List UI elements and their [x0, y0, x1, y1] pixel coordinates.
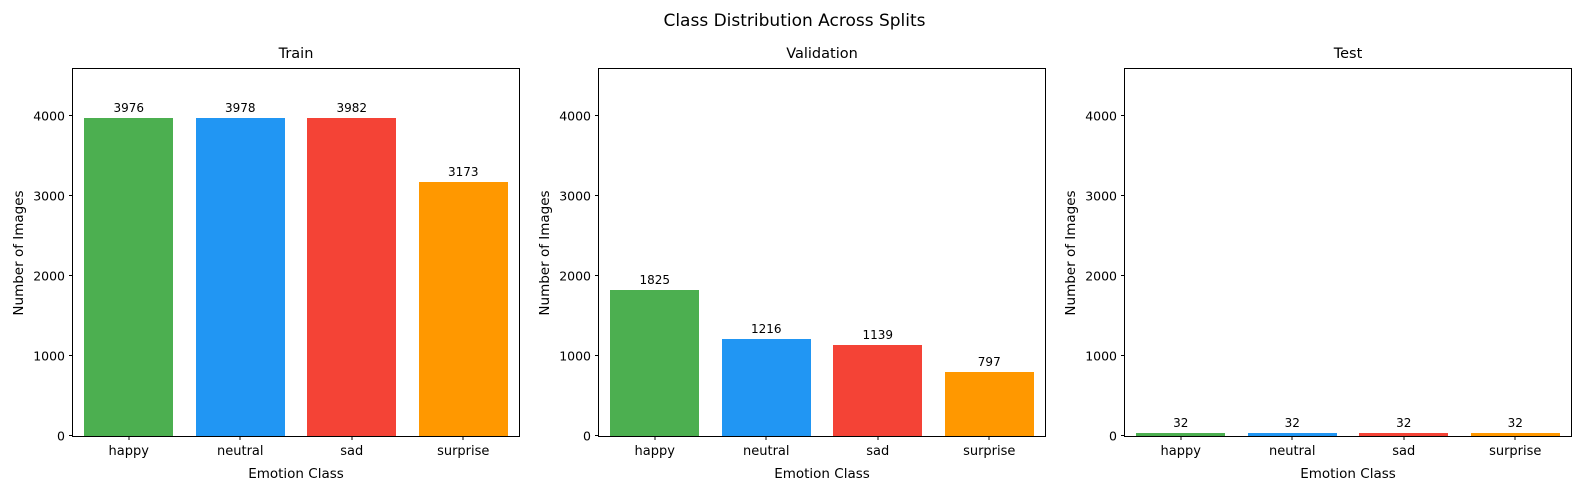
y-tick-label: 1000 [33, 347, 65, 363]
train-subplot-title: Train [278, 46, 314, 62]
bar-happy [84, 118, 174, 436]
bar-value-label: 32 [1284, 416, 1300, 431]
validation-plot-area: Validation Number of Images Emotion Clas… [537, 46, 1046, 482]
x-tick-label: happy [1160, 444, 1201, 459]
x-tick-label: happy [108, 444, 149, 459]
test-y-axis-label: Number of Images [1063, 189, 1079, 316]
bar-value-label: 1216 [750, 321, 782, 336]
x-tick-mark [351, 436, 353, 440]
validation-subplot-title: Validation [786, 46, 858, 62]
x-tick-label: surprise [437, 444, 490, 459]
y-tick-mark [595, 115, 599, 117]
y-tick-label: 2000 [1085, 267, 1117, 283]
bar-value-label: 32 [1173, 416, 1189, 431]
y-tick-mark [595, 435, 599, 436]
x-tick-mark [1403, 436, 1405, 440]
bar-neutral [721, 338, 811, 436]
y-tick-mark [595, 355, 599, 357]
validation-x-axis-label: Emotion Class [774, 466, 870, 482]
y-tick-label: 3000 [559, 187, 591, 203]
x-tick-mark [988, 436, 990, 440]
bar-value-label: 1139 [862, 327, 894, 342]
x-tick-label: neutral [743, 444, 790, 459]
bar-happy [1136, 433, 1226, 436]
y-tick-mark [595, 275, 599, 277]
x-tick-label: happy [634, 444, 675, 459]
y-tick-label: 0 [583, 427, 591, 443]
y-tick-mark [69, 275, 73, 277]
x-tick-mark [462, 436, 464, 440]
x-tick-mark [239, 436, 241, 440]
x-tick-mark [1180, 436, 1182, 440]
y-tick-mark [69, 115, 73, 117]
bar-value-label: 32 [1507, 416, 1523, 431]
bar-happy [610, 290, 700, 436]
y-tick-label: 4000 [1085, 107, 1117, 123]
test-plot-area: Test Number of Images Emotion Class 0 100… [1063, 46, 1572, 482]
bar-value-label: 3976 [113, 101, 145, 116]
bar-value-label: 1825 [639, 273, 671, 288]
y-tick-mark [69, 435, 73, 436]
test-x-axis-label: Emotion Class [1300, 466, 1396, 482]
train-x-axis-label: Emotion Class [248, 466, 344, 482]
bar-value-label: 3978 [224, 100, 256, 115]
x-tick-label: surprise [1489, 444, 1542, 459]
bar-sad [307, 117, 397, 436]
x-tick-mark [1514, 436, 1516, 440]
x-tick-label: neutral [217, 444, 264, 459]
y-tick-mark [69, 355, 73, 357]
y-tick-mark [1121, 195, 1125, 197]
x-tick-label: sad [1392, 444, 1416, 459]
train-y-axis-label: Number of Images [11, 189, 27, 316]
y-tick-label: 3000 [33, 187, 65, 203]
y-tick-label: 0 [1109, 427, 1117, 443]
y-tick-label: 4000 [33, 107, 65, 123]
bar-value-label: 3982 [336, 100, 368, 115]
x-tick-label: sad [866, 444, 890, 459]
y-tick-mark [1121, 115, 1125, 117]
x-tick-label: surprise [963, 444, 1016, 459]
validation-y-axis-label: Number of Images [537, 189, 553, 316]
y-tick-label: 3000 [1085, 187, 1117, 203]
y-tick-label: 0 [57, 427, 65, 443]
bar-value-label: 32 [1396, 416, 1412, 431]
y-tick-mark [595, 195, 599, 197]
x-tick-mark [765, 436, 767, 440]
figure-title: Class Distribution Across Splits [663, 11, 926, 31]
x-tick-mark [877, 436, 879, 440]
y-tick-mark [1121, 355, 1125, 357]
bar-neutral [1247, 433, 1337, 436]
bar-value-label: 3173 [447, 165, 479, 180]
x-tick-label: neutral [1269, 444, 1316, 459]
x-tick-mark [654, 436, 656, 440]
test-subplot-title: Test [1333, 46, 1363, 62]
y-tick-mark [1121, 275, 1125, 277]
y-tick-mark [1121, 435, 1125, 436]
y-tick-mark [69, 195, 73, 197]
bar-sad [1359, 433, 1449, 436]
y-tick-label: 1000 [1085, 347, 1117, 363]
y-tick-label: 2000 [559, 267, 591, 283]
y-tick-label: 4000 [559, 107, 591, 123]
bar-sad [833, 344, 923, 436]
bar-surprise [418, 182, 508, 436]
x-tick-mark [128, 436, 130, 440]
bar-value-label: 797 [977, 355, 1001, 370]
bar-neutral [195, 117, 285, 436]
x-tick-label: sad [340, 444, 364, 459]
y-tick-label: 1000 [559, 347, 591, 363]
y-tick-label: 2000 [33, 267, 65, 283]
train-plot-area: Train Number of Images Emotion Class 0 10… [11, 46, 520, 482]
bar-surprise [1470, 433, 1560, 436]
bar-surprise [944, 372, 1034, 436]
x-tick-mark [1291, 436, 1293, 440]
